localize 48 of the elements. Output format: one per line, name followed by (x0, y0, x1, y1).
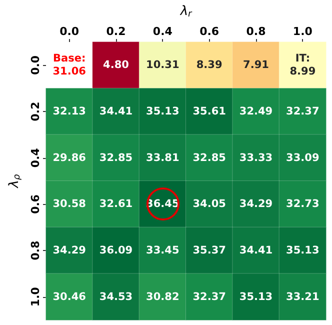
x-tick-label: 0.2 (106, 25, 126, 38)
data-label: 33.09 (286, 152, 320, 164)
data-label: 35.61 (192, 106, 226, 118)
data-label: 32.85 (99, 152, 133, 164)
data-label: 34.05 (192, 198, 226, 210)
text: Base: 31.06 (52, 52, 86, 78)
data-label: 30.82 (146, 290, 180, 303)
data-label: 33.33 (239, 152, 273, 164)
data-label: 4.80 (103, 59, 129, 72)
data-label: 32.49 (239, 106, 273, 118)
x-tick-label: 0.8 (246, 25, 266, 38)
data-label: 34.41 (99, 106, 133, 118)
y-tick-label: 0.8 (29, 240, 42, 260)
data-label: 33.21 (286, 290, 320, 303)
data-label: 30.58 (52, 198, 86, 210)
data-label: 35.13 (146, 106, 180, 118)
data-label: 36.09 (99, 244, 133, 256)
data-label: 34.29 (239, 198, 273, 210)
data-label: 33.45 (146, 244, 180, 256)
x-tick-label: 0.4 (152, 25, 173, 38)
data-label: 35.37 (192, 244, 226, 256)
data-label: 33.81 (146, 152, 180, 164)
data-label: 7.91 (243, 59, 269, 72)
y-axis-title: λρ (7, 174, 22, 189)
data-label: 30.46 (52, 290, 86, 303)
x-tick-label: 0.0 (60, 25, 80, 38)
x-tick-label: 0.6 (200, 25, 220, 38)
data-label: 32.37 (286, 106, 320, 118)
data-label: 32.61 (99, 198, 133, 210)
data-label: 8.39 (196, 59, 222, 72)
data-label: 10.31 (146, 59, 180, 72)
data-label: 32.13 (52, 106, 86, 118)
data-label: 34.41 (239, 244, 273, 256)
y-tick-label: 0.0 (29, 55, 42, 75)
data-label: 34.53 (99, 290, 133, 303)
y-tick-label: 1.0 (29, 286, 42, 307)
data-label: 29.86 (52, 152, 86, 164)
data-label: 32.73 (286, 198, 320, 210)
data-label: 32.85 (192, 152, 226, 164)
data-label: IT: 8.99 (290, 52, 316, 78)
data-label: 35.13 (286, 244, 320, 256)
x-tick-label: 1.0 (292, 25, 313, 38)
y-tick-label: 0.6 (29, 194, 42, 214)
data-label: 32.37 (192, 290, 226, 303)
data-label: 35.13 (239, 290, 273, 303)
y-tick-label: 0.2 (29, 102, 42, 122)
y-tick-label: 0.4 (29, 148, 42, 168)
data-label: 34.29 (52, 244, 86, 256)
